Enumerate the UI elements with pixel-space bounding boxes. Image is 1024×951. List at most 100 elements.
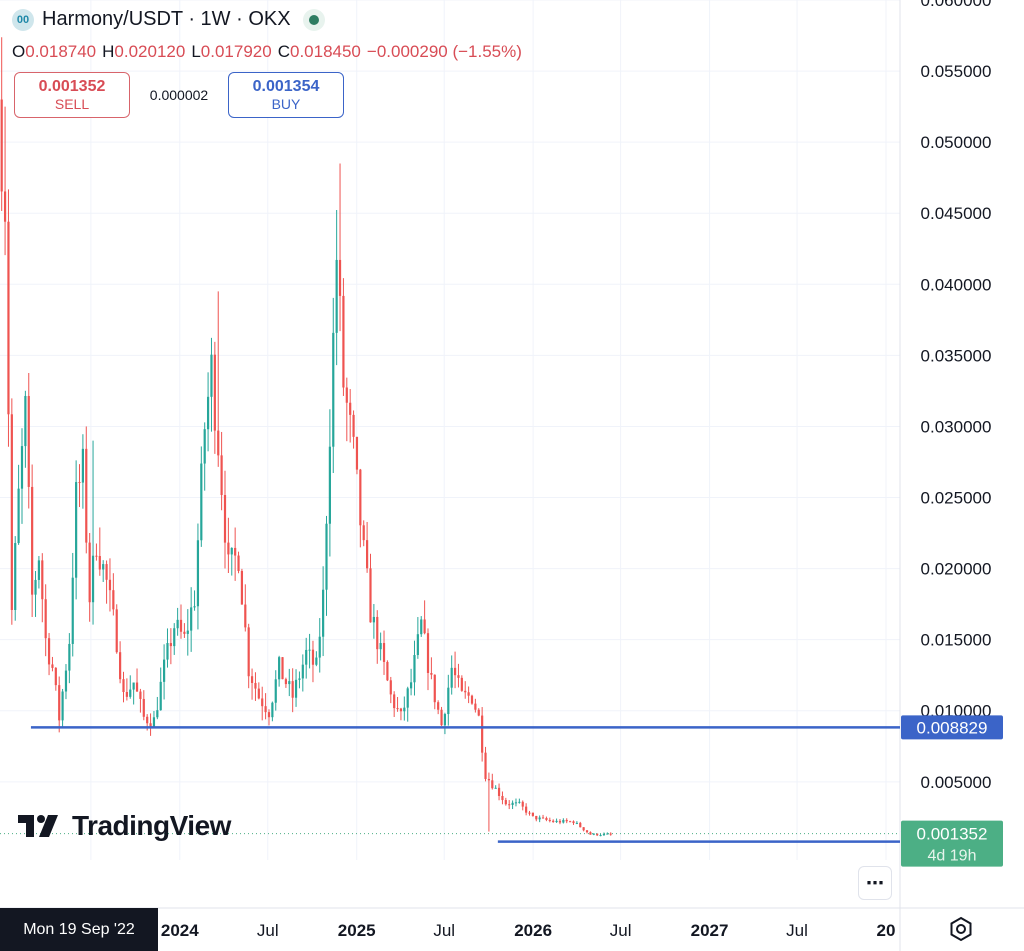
candle-body (206, 396, 210, 430)
candle-body (393, 694, 396, 709)
y-tick-label: 0.035000 (921, 346, 992, 365)
candle (196, 523, 200, 630)
candle (47, 632, 51, 676)
candle (491, 773, 494, 790)
candle (98, 527, 101, 576)
candle (291, 668, 294, 713)
candle-body (294, 679, 298, 698)
candle-body (460, 677, 463, 691)
y-tick-label: 0.055000 (921, 62, 992, 81)
candle-body (433, 674, 436, 703)
symbol-header[interactable]: 00 Harmony/USDT · 1W · OKX (12, 8, 325, 31)
candle-body (159, 681, 162, 711)
candle-body (602, 833, 606, 836)
candle (311, 640, 315, 683)
candle-body (250, 676, 254, 683)
candle-body (210, 354, 213, 397)
candle (203, 422, 206, 491)
candle-body (227, 542, 230, 555)
buy-button[interactable]: 0.001354 BUY (228, 72, 344, 118)
x-tick-label: Jul (433, 921, 455, 940)
candle (355, 436, 359, 475)
candle (58, 676, 61, 733)
candle (345, 377, 348, 442)
candle-body (95, 555, 98, 557)
candle (0, 37, 3, 212)
trade-buttons: 0.001352 SELL 0.000002 0.001354 BUY (14, 72, 344, 118)
y-tick-label: 0.020000 (921, 560, 992, 579)
candle (582, 827, 585, 832)
candle-body (359, 469, 362, 526)
candle (386, 660, 389, 682)
candle-body (261, 698, 264, 707)
y-axis[interactable]: 0.0050000.0100000.0150000.0200000.025000… (901, 0, 1003, 867)
high-value: 0.020120 (114, 42, 186, 61)
candle-body (288, 681, 291, 685)
candle-body (349, 402, 352, 415)
candle-body (223, 495, 227, 543)
candle (484, 746, 487, 782)
candle (376, 610, 379, 664)
candle (382, 630, 386, 675)
more-options-button[interactable]: ⋯ (858, 866, 892, 900)
candle-body (335, 259, 338, 333)
candle (369, 553, 372, 623)
candle (193, 590, 196, 611)
candle (535, 815, 538, 822)
candle (240, 568, 244, 605)
candle (51, 656, 54, 672)
candle (129, 675, 132, 699)
candle-body (149, 723, 152, 727)
candle (152, 710, 156, 728)
candle (545, 816, 548, 822)
change-value: −0.000290 (−1.55%) (366, 42, 522, 61)
candle (521, 800, 524, 811)
candle (609, 832, 612, 836)
candle-body (382, 643, 386, 662)
x-axis[interactable]: Jul2024Jul2025Jul2026Jul2027Jul20 (80, 921, 895, 940)
sell-button[interactable]: 0.001352 SELL (14, 72, 130, 118)
candle (298, 671, 301, 689)
more-dots-icon: ⋯ (866, 872, 884, 893)
candle-body (508, 804, 511, 806)
candle-body (234, 547, 237, 556)
candle (210, 337, 213, 432)
candle-body (190, 607, 193, 631)
candle-body (17, 488, 20, 544)
candle (403, 696, 406, 721)
candle (541, 814, 545, 819)
candle-body (31, 486, 34, 595)
candle-body (75, 482, 78, 578)
candle-body (443, 714, 447, 726)
candle (585, 830, 589, 834)
open-value: 0.018740 (25, 42, 97, 61)
candle-body (541, 817, 545, 819)
candle-body (217, 430, 220, 456)
candle-body (575, 822, 578, 824)
candle-body (119, 652, 122, 680)
candle (288, 668, 291, 697)
candle (416, 617, 419, 659)
candle-body (135, 682, 139, 692)
candle-body (105, 564, 108, 580)
candle-body (562, 819, 565, 823)
candle (68, 633, 71, 684)
candle (176, 607, 179, 636)
gear-icon[interactable] (948, 916, 974, 942)
candles-layer (0, 37, 612, 837)
candle-body (514, 802, 518, 804)
candle (481, 707, 484, 762)
candle-body (409, 682, 413, 689)
tradingview-logo[interactable]: TradingView (18, 810, 231, 842)
candle-body (64, 670, 68, 692)
candle-body (592, 833, 595, 835)
candle-body (200, 463, 203, 541)
candle (443, 712, 447, 735)
candle-body (58, 685, 61, 721)
candle (531, 812, 534, 817)
candle (437, 700, 440, 715)
candle-body (484, 752, 487, 779)
candle (281, 657, 284, 680)
horizontal-lines-layer[interactable] (0, 726, 900, 843)
